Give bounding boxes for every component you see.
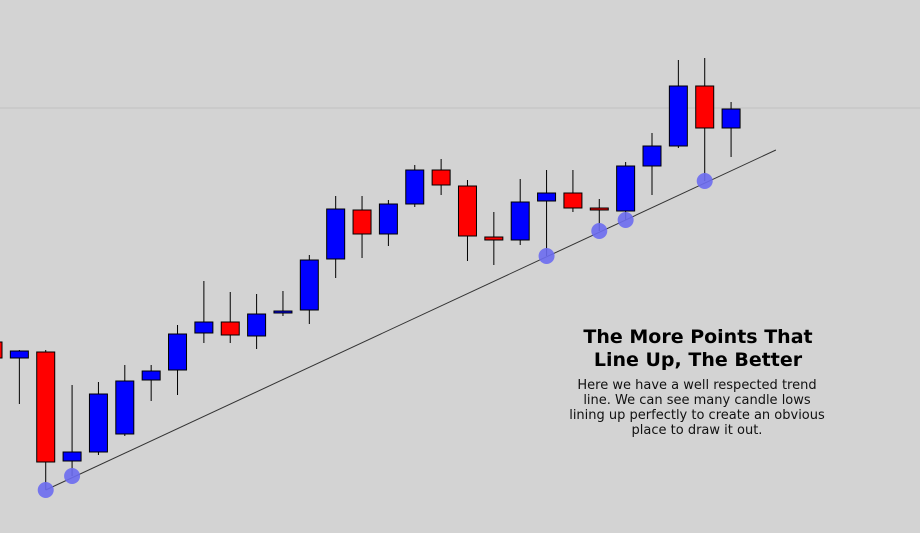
candle-body xyxy=(115,380,135,435)
candle-body xyxy=(563,192,583,209)
trend-line xyxy=(45,149,777,491)
candle-body xyxy=(695,85,715,129)
candle-body xyxy=(168,333,188,371)
candle-body xyxy=(484,236,504,241)
candle-body xyxy=(326,208,346,260)
candle-body xyxy=(88,393,108,453)
candle-body xyxy=(589,207,609,211)
annotation-title: The More Points That Line Up, The Better xyxy=(583,326,813,371)
candle-body xyxy=(378,203,398,235)
touch-point xyxy=(37,482,54,498)
candle-body xyxy=(62,451,82,462)
touch-point xyxy=(538,248,555,264)
candle-body xyxy=(194,321,214,334)
candle-body xyxy=(36,351,56,463)
candle-body xyxy=(247,313,267,337)
candle-body xyxy=(457,185,477,237)
candle-body xyxy=(405,169,425,205)
candle-body xyxy=(721,108,741,129)
touch-point xyxy=(591,223,608,239)
candle-body xyxy=(299,259,319,311)
candle-body xyxy=(273,310,293,314)
candle-body xyxy=(510,201,530,241)
annotation-text: Here we have a well respected trend line… xyxy=(569,378,825,438)
candle-body xyxy=(0,341,3,359)
touch-point xyxy=(696,173,713,189)
candle-body xyxy=(352,209,372,235)
candle-body xyxy=(642,145,662,167)
touch-point xyxy=(64,468,81,484)
candle-body xyxy=(9,350,29,359)
candle-body xyxy=(616,165,636,212)
candle-body xyxy=(668,85,688,147)
candle-body xyxy=(141,370,161,381)
candle-body xyxy=(537,192,557,202)
candle-body xyxy=(220,321,240,336)
touch-point xyxy=(617,212,634,228)
candle-body xyxy=(431,169,451,186)
